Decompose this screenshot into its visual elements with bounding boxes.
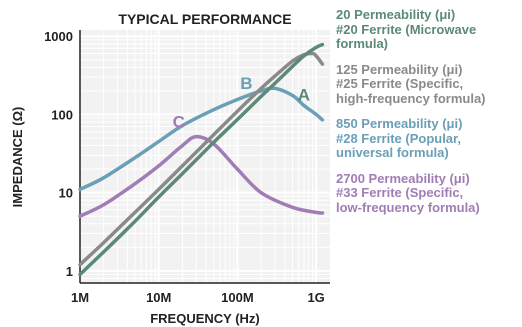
series-line-a2 (78, 51, 325, 267)
x-tick-label: 1G (307, 290, 324, 305)
legend-entry-20-line2: #20 Ferrite (Microwave (336, 21, 477, 37)
legend-entry-2700-line1: 2700 Permeability (μi) (336, 170, 470, 186)
y-axis-label: IMPEDANCE (Ω) (10, 107, 25, 208)
legend-entry-850-line3: universal formula) (336, 145, 449, 160)
y-tick-label: 1000 (44, 29, 73, 44)
curve-label-a: A (298, 86, 310, 105)
y-tick-label: 10 (59, 186, 73, 201)
curve-label-b: B (240, 74, 252, 93)
y-tick-label: 100 (51, 107, 73, 122)
legend-entry-125-line3: high-frequency formula) (336, 90, 486, 106)
chart-title: TYPICAL PERFORMANCE (118, 11, 291, 27)
legend-entry-2700-line3: low-frequency formula) (336, 199, 480, 215)
x-tick-label: 10M (146, 290, 171, 305)
x-tick-label: 1M (71, 290, 89, 305)
legend-entry-20-line1: 20 Permeability (μi) (336, 7, 456, 22)
legend-entry-850: 850 Permeability (μi) #28 Ferrite (Popul… (336, 116, 522, 161)
legend-entry-125: 125 Permeability (μi) #25 Ferrite (Speci… (336, 61, 522, 107)
legend-entry-2700: 2700 Permeability (μi) #33 Ferrite (Spec… (336, 170, 522, 216)
x-axis-label: FREQUENCY (Hz) (150, 311, 260, 326)
legend-entry-20-line3: formula) (336, 36, 388, 51)
legend-entry-125-line2: #25 Ferrite (Specific, (336, 76, 464, 91)
y-tick-label: 1 (66, 264, 73, 279)
series-line-a (78, 42, 325, 277)
series-line-c (78, 134, 325, 218)
legend-entry-850-line1: 850 Permeability (μi) (336, 116, 463, 131)
legend-entry-2700-line2: #33 Ferrite (Specific, (336, 185, 464, 200)
curve-label-c: C (173, 113, 185, 132)
legend-entry-850-line2: #28 Ferrite (Popular, (336, 130, 461, 146)
legend: 20 Permeability (μi) #20 Ferrite (Microw… (336, 7, 522, 226)
x-tick-label: 100M (221, 290, 254, 305)
legend-entry-20: 20 Permeability (μi) #20 Ferrite (Microw… (336, 7, 522, 52)
series-line-b (78, 86, 325, 192)
legend-entry-125-line1: 125 Permeability (μi) (336, 61, 463, 77)
